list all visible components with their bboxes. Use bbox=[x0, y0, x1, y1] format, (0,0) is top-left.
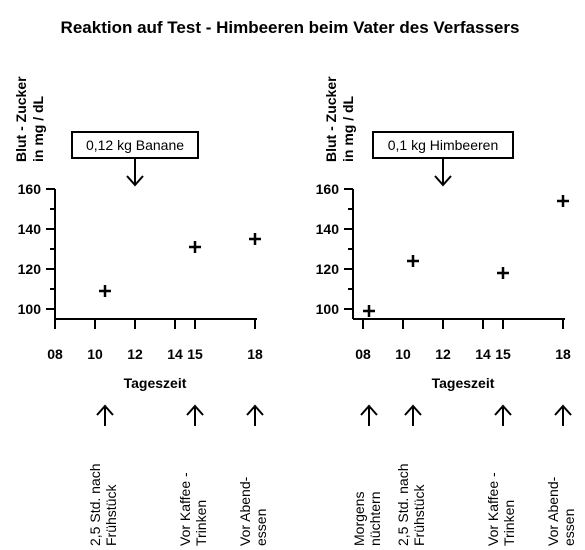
panel2-y-tick-label: 100 bbox=[316, 301, 340, 317]
panel1-annotation-text: Vor Kaffee - bbox=[177, 472, 193, 546]
panel1-x-tick-label: 18 bbox=[247, 346, 263, 362]
panel1-annotation-text: essen bbox=[253, 509, 269, 546]
panel1-x-tick-label: 12 bbox=[127, 346, 143, 362]
panel2-data-point bbox=[497, 267, 509, 279]
panel2-x-tick-label: 12 bbox=[435, 346, 451, 362]
panel2-x-axis-label: Tageszeit bbox=[432, 375, 495, 391]
panel2-annotation-text: 2,5 Std. nach bbox=[395, 463, 411, 546]
panel2-y-axis-label: in mg / dL bbox=[340, 95, 356, 162]
panel1-y-tick-label: 120 bbox=[18, 261, 42, 277]
panel2-x-tick-label: 18 bbox=[555, 346, 571, 362]
panel2-annotation-text: Morgens bbox=[351, 492, 367, 546]
panel1-callout-box bbox=[71, 131, 199, 159]
panel2-annotation-text: Vor Kaffee - bbox=[485, 472, 501, 546]
panel2-y-axis-label: Blut - Zucker bbox=[323, 76, 339, 162]
panel1-data-point bbox=[99, 285, 111, 297]
panel1-x-tick-label: 10 bbox=[87, 346, 103, 362]
panel1-y-axis-label: in mg / dL bbox=[30, 95, 46, 162]
panel1-x-axis-label: Tageszeit bbox=[124, 375, 187, 391]
panel1-annotation-text: Frühstück bbox=[103, 484, 119, 546]
panel2-data-point bbox=[557, 195, 569, 207]
panel1-annotation-arrowhead bbox=[246, 404, 264, 416]
panel2-y-tick-label: 140 bbox=[316, 221, 340, 237]
panel2-callout-text: 0,1 kg Himbeeren bbox=[388, 137, 499, 153]
panel2-callout-arrowhead bbox=[434, 175, 452, 187]
panel1-x-tick-label: 08 bbox=[47, 346, 63, 362]
panel1-x-tick-label: 15 bbox=[187, 346, 203, 362]
panel1-annotation-text: Trinken bbox=[193, 500, 209, 546]
panel1-y-tick-label: 140 bbox=[18, 221, 42, 237]
panel2-annotation-arrowhead bbox=[360, 404, 378, 416]
panel2-x-tick-label: 14 bbox=[475, 346, 491, 362]
panel2-data-point bbox=[363, 305, 375, 317]
panel1-y-tick-label: 160 bbox=[18, 181, 42, 197]
panel1-callout-text: 0,12 kg Banane bbox=[86, 137, 184, 153]
panel2-annotation-arrowhead bbox=[554, 404, 572, 416]
panel1-data-point bbox=[189, 241, 201, 253]
panel2-x-tick-label: 08 bbox=[355, 346, 371, 362]
panel2-data-point bbox=[407, 255, 419, 267]
panel2-annotation-text: essen bbox=[561, 509, 577, 546]
panel2-annotation-text: Vor Abend- bbox=[545, 476, 561, 546]
panel2-x-tick-label: 10 bbox=[395, 346, 411, 362]
panel2-x-tick-label: 15 bbox=[495, 346, 511, 362]
panel2-annotation-text: nüchtern bbox=[367, 492, 383, 546]
panel1-y-axis-label: Blut - Zucker bbox=[13, 76, 29, 162]
panel1-callout-arrowhead bbox=[126, 175, 144, 187]
panel2-annotation-text: Trinken bbox=[501, 500, 517, 546]
panel1-annotation-text: 2,5 Std. nach bbox=[87, 463, 103, 546]
panel1-data-point bbox=[249, 233, 261, 245]
panel2-annotation-arrowhead bbox=[404, 404, 422, 416]
panel1-annotation-arrowhead bbox=[186, 404, 204, 416]
panel1-annotation-arrowhead bbox=[96, 404, 114, 416]
chart-title: Reaktion auf Test - Himbeeren beim Vater… bbox=[61, 18, 520, 37]
panel1-annotation-text: Vor Abend- bbox=[237, 476, 253, 546]
panel2-y-tick-label: 160 bbox=[316, 181, 340, 197]
panel2-annotation-arrowhead bbox=[494, 404, 512, 416]
panel2-annotation-text: Frühstück bbox=[411, 484, 427, 546]
panel1-y-tick-label: 100 bbox=[18, 301, 42, 317]
panel2-y-tick-label: 120 bbox=[316, 261, 340, 277]
panel1-x-tick-label: 14 bbox=[167, 346, 183, 362]
